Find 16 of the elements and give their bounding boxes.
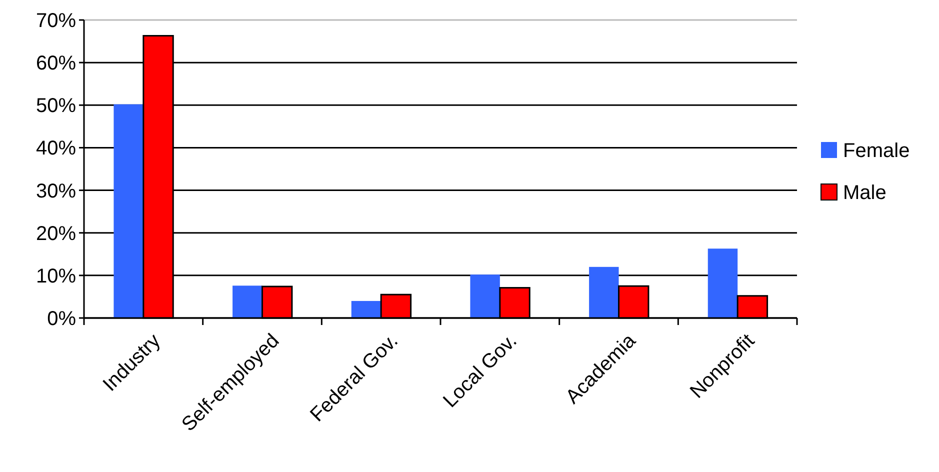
y-tick-label: 40% — [36, 138, 76, 160]
bar — [470, 274, 500, 318]
y-tick-label: 70% — [36, 10, 76, 32]
bar — [351, 300, 382, 318]
bar — [232, 286, 262, 318]
y-tick-label: 10% — [36, 265, 76, 288]
y-tick-label: 60% — [36, 52, 76, 75]
bar — [589, 266, 619, 318]
y-tick-label: 20% — [36, 222, 76, 245]
y-tick-label: 50% — [36, 95, 76, 118]
bar — [114, 104, 144, 318]
y-tick-label: 0% — [47, 308, 76, 330]
legend-label: Male — [843, 182, 886, 204]
y-tick-label: 30% — [36, 180, 76, 202]
legend-label: Female — [843, 140, 910, 162]
bar — [708, 248, 738, 318]
